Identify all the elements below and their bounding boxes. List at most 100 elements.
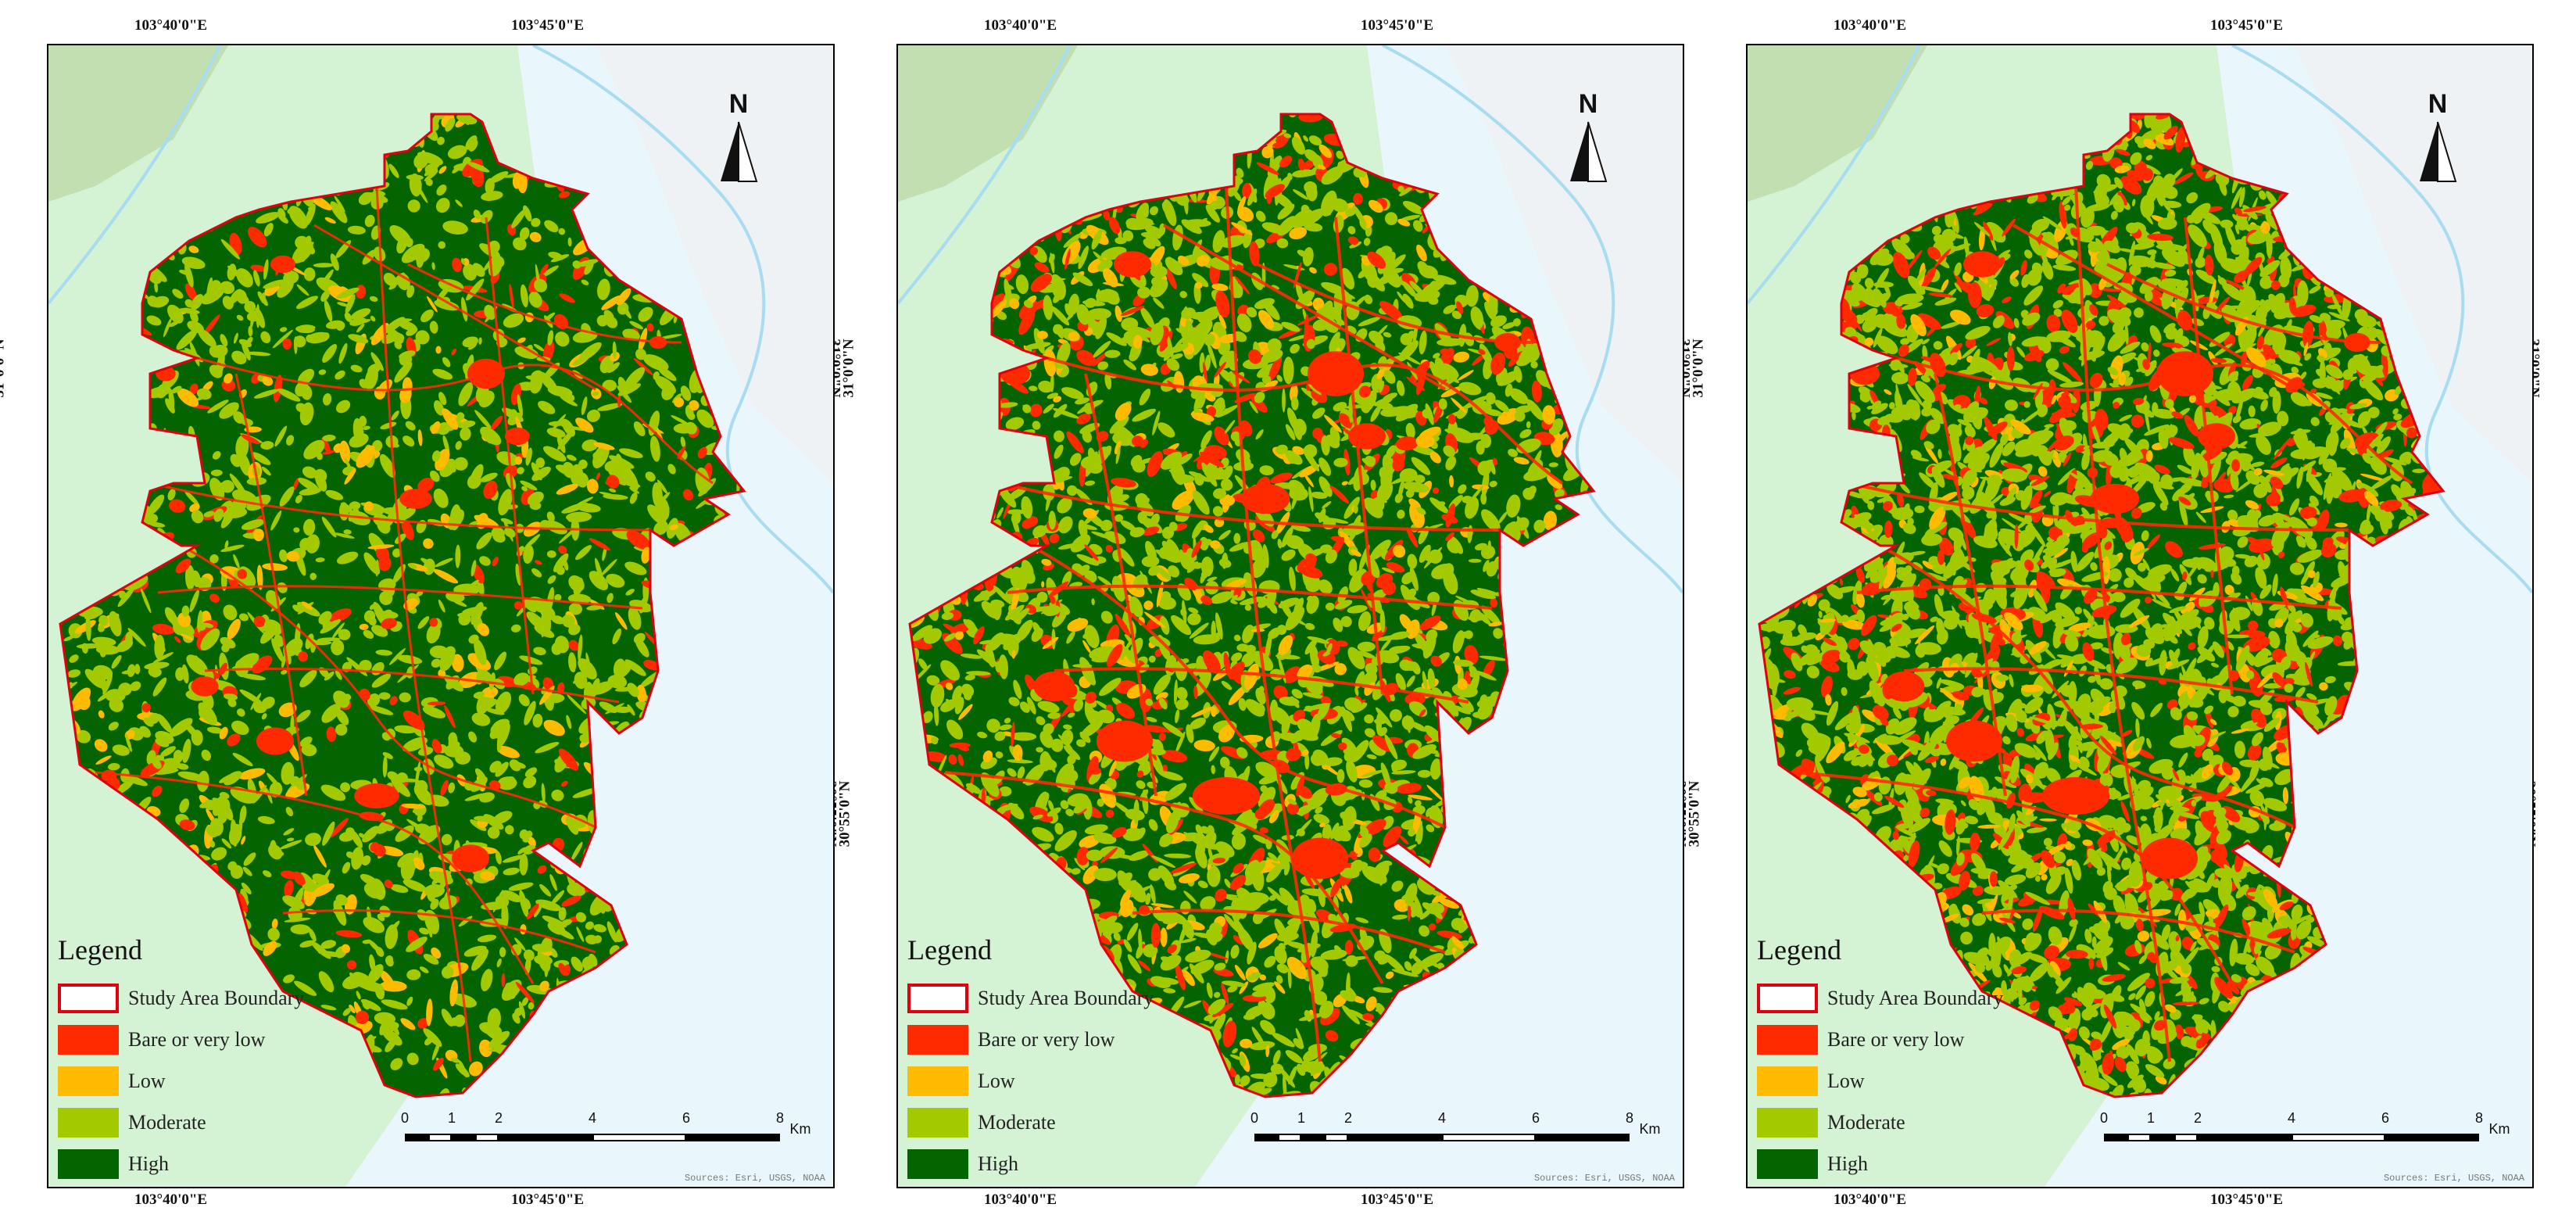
scale-segment (686, 1134, 780, 1141)
class-patch (362, 826, 380, 843)
class-patch (438, 392, 447, 406)
class-patch (322, 344, 338, 363)
class-patch (455, 441, 462, 450)
class-patch (586, 604, 603, 611)
class-patch (342, 1008, 352, 1016)
class-patch (272, 329, 293, 349)
class-patch (321, 704, 341, 723)
class-patch (426, 998, 433, 1027)
class-patch (423, 538, 434, 549)
class-patch (629, 600, 653, 613)
class-patch (433, 488, 449, 508)
urban-area (191, 676, 219, 697)
class-patch (99, 647, 107, 657)
class-patch (231, 720, 249, 736)
class-patch (504, 982, 517, 999)
class-patch (601, 295, 622, 310)
class-patch (363, 629, 374, 640)
class-patch (599, 355, 614, 374)
class-patch (531, 466, 551, 482)
class-patch (202, 314, 220, 337)
class-patch (400, 1018, 416, 1030)
class-patch (398, 321, 417, 331)
class-patch (282, 338, 292, 350)
class-patch (320, 269, 334, 288)
class-patch (391, 778, 411, 797)
class-patch (363, 610, 376, 623)
class-patch (139, 726, 151, 738)
class-patch (336, 287, 360, 299)
class-patch (401, 243, 425, 263)
class-patch (201, 286, 225, 305)
class-patch (338, 629, 351, 640)
class-patch (295, 494, 302, 503)
class-patch (416, 590, 424, 597)
class-patch (253, 615, 266, 628)
class-patch (561, 502, 589, 514)
class-patch (256, 564, 263, 590)
coordinate-tick-label: 103°40'0"E (134, 1191, 208, 1208)
class-patch (238, 768, 266, 780)
class-patch (301, 743, 317, 757)
scale-label: 2 (494, 1110, 503, 1126)
class-patch (234, 794, 252, 797)
class-patch (163, 317, 172, 338)
class-patch (541, 783, 546, 804)
class-patch (426, 623, 441, 643)
class-patch (212, 794, 227, 816)
class-patch (261, 466, 271, 476)
class-patch (629, 492, 638, 504)
class-patch (452, 654, 464, 672)
class-patch (130, 681, 141, 691)
class-patch (177, 388, 199, 407)
class-patch (248, 325, 253, 337)
class-patch (279, 486, 295, 507)
class-patch (261, 713, 267, 720)
class-patch (458, 915, 473, 927)
class-patch (315, 557, 325, 563)
class-patch (244, 301, 256, 313)
class-patch (419, 927, 430, 935)
class-patch (433, 568, 459, 584)
class-patch (152, 623, 175, 635)
class-patch (633, 357, 653, 376)
class-patch (517, 467, 524, 475)
class-patch (406, 996, 413, 1006)
class-patch (206, 726, 224, 734)
class-patch (364, 214, 375, 228)
class-patch (108, 722, 119, 731)
class-patch (511, 209, 526, 228)
class-patch (274, 425, 288, 447)
class-patch (456, 412, 465, 421)
class-patch (160, 746, 176, 757)
class-patch (680, 436, 686, 448)
class-patch (519, 890, 529, 918)
class-patch (496, 745, 520, 758)
class-patch (612, 341, 617, 360)
class-patch (557, 428, 575, 450)
class-patch (250, 264, 267, 272)
legend-label: Moderate (128, 1110, 206, 1134)
class-patch (262, 563, 288, 572)
legend-item: High (58, 1143, 304, 1184)
class-patch (402, 435, 415, 446)
urban-area (399, 489, 432, 509)
class-patch (524, 949, 535, 962)
class-patch (69, 654, 79, 663)
class-patch (638, 306, 653, 322)
class-patch (293, 527, 300, 533)
class-patch (309, 572, 317, 580)
class-patch (362, 192, 388, 203)
class-patch (336, 709, 349, 726)
class-patch (392, 548, 402, 558)
class-patch (629, 487, 640, 494)
class-patch (363, 425, 370, 430)
class-patch (435, 346, 442, 354)
class-patch (585, 652, 592, 678)
class-patch (292, 478, 299, 490)
class-patch (363, 501, 374, 511)
legend-label: Study Area Boundary (128, 986, 305, 1009)
coordinate-tick-label: 30°55'0"N (0, 780, 4, 847)
class-patch (523, 205, 532, 222)
class-patch (429, 321, 438, 334)
